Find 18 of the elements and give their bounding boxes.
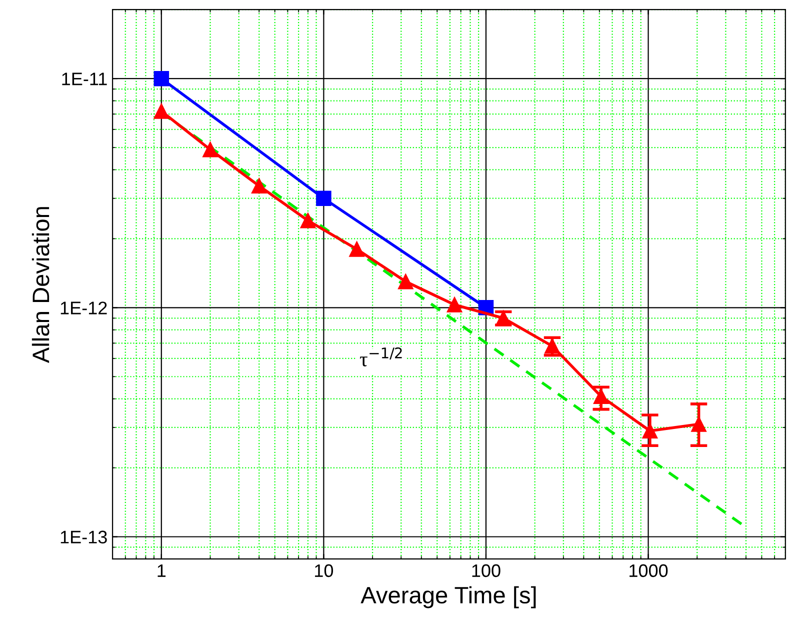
point [154,104,170,119]
point [300,212,316,228]
x-tick-label: 1 [158,564,166,577]
point [202,142,218,158]
y-tick-label: 1E-12 [60,302,107,314]
point [251,178,267,194]
point [446,297,462,312]
y-axis-title: Allan Deviation [32,207,50,363]
x-tick-label: 1000 [630,564,668,578]
point [154,70,170,86]
y-tick-label: 1E-11 [62,72,107,86]
point [349,242,364,257]
x-axis-title: Average Time [s] [360,586,536,608]
x-tick-label: 10 [315,564,334,578]
annotation: τ$^{−1/2}$ [360,347,402,366]
y-tick-label: 1E-13 [60,530,107,544]
x-tick-label: 100 [472,564,500,578]
point [398,274,414,290]
